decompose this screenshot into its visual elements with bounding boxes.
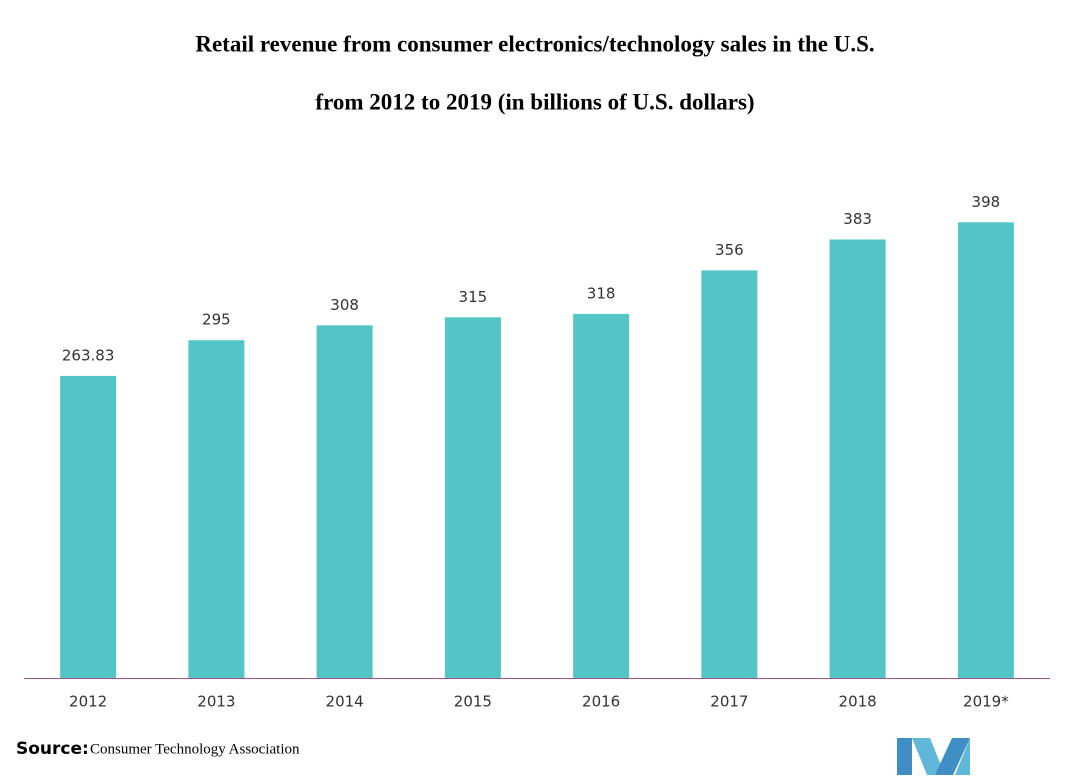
bar — [316, 325, 373, 678]
data-label: 398 — [972, 193, 1001, 211]
data-label: 295 — [202, 311, 231, 329]
data-label: 318 — [587, 284, 616, 302]
bar — [60, 375, 117, 678]
chart-title: from 2012 to 2019 (in billions of U.S. d… — [315, 89, 754, 114]
bar — [188, 340, 245, 678]
bar — [701, 270, 758, 678]
bar — [829, 239, 886, 678]
bar — [573, 313, 630, 678]
x-tick-label: 2014 — [326, 693, 364, 711]
x-tick-label: 2018 — [839, 693, 877, 711]
x-tick-label: 2013 — [197, 693, 235, 711]
x-tick-label: 2015 — [454, 693, 492, 711]
x-tick-label: 2017 — [710, 693, 748, 711]
x-tick-label: 2016 — [582, 693, 620, 711]
bar — [444, 317, 501, 678]
chart-title: Retail revenue from consumer electronics… — [195, 31, 874, 56]
bar — [957, 222, 1014, 679]
logo — [897, 738, 970, 775]
data-label: 308 — [330, 296, 359, 314]
data-label: 263.83 — [62, 346, 115, 364]
data-label: 315 — [459, 288, 488, 306]
source-text: Consumer Technology Association — [90, 741, 300, 757]
data-label: 383 — [843, 210, 872, 228]
data-label: 356 — [715, 241, 744, 259]
x-tick-label: 2012 — [69, 693, 107, 711]
source-label: Source: — [16, 739, 89, 759]
x-tick-label: 2019* — [963, 693, 1009, 711]
